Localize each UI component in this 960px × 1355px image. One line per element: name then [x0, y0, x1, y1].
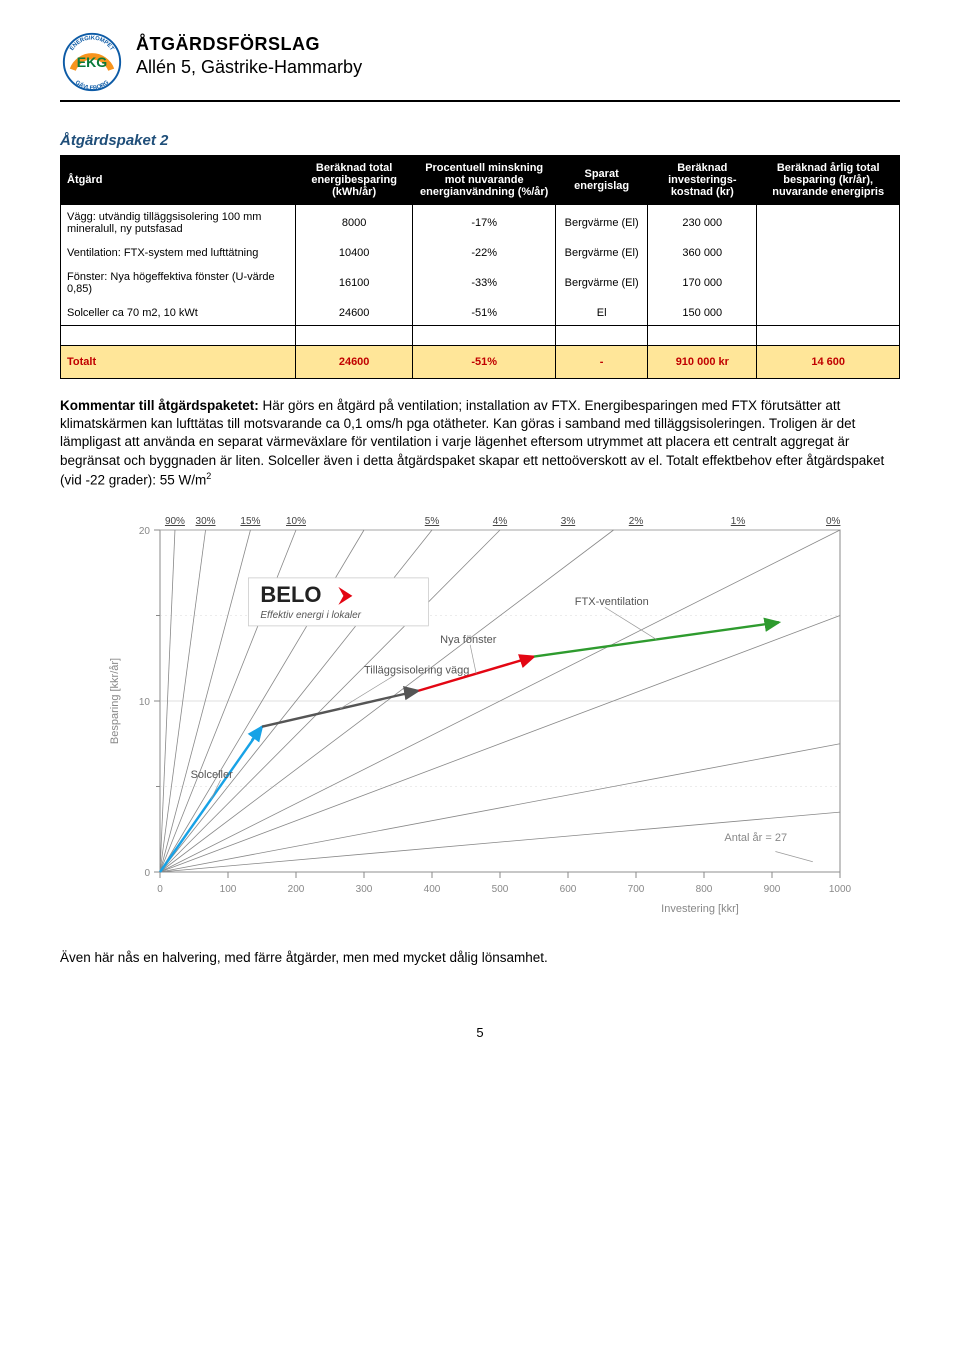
svg-text:600: 600: [560, 884, 577, 895]
svg-text:Investering [kkr]: Investering [kkr]: [661, 903, 739, 915]
section-title: Åtgärdspaket 2: [60, 132, 900, 149]
belok-chart: 010200100200300400500600700800900100090%…: [100, 502, 860, 922]
doc-subtitle: Allén 5, Gästrike-Hammarby: [136, 57, 362, 78]
doc-title: ÅTGÄRDSFÖRSLAG: [136, 34, 362, 55]
svg-text:2%: 2%: [629, 516, 644, 527]
svg-text:0: 0: [157, 884, 163, 895]
svg-text:30%: 30%: [196, 516, 216, 527]
svg-text:20: 20: [139, 526, 151, 537]
col-atgard: Åtgärd: [61, 156, 296, 205]
page-header: ENERGIKOMPET GÄVLEBORG EKG ÅTGÄRDSFÖRSLA…: [60, 30, 900, 102]
svg-text:700: 700: [628, 884, 645, 895]
col-kwh: Beräknad total energibesparing (kWh/år): [295, 156, 412, 205]
col-energy: Sparat energislag: [555, 156, 647, 205]
table-row: Ventilation: FTX-system med lufttätning …: [61, 241, 900, 265]
col-cost: Beräknad investerings-kostnad (kr): [648, 156, 757, 205]
svg-text:0%: 0%: [826, 516, 841, 527]
svg-text:10%: 10%: [286, 516, 306, 527]
table-row: Vägg: utvändig tilläggsisolering 100 mm …: [61, 205, 900, 242]
svg-text:200: 200: [288, 884, 305, 895]
svg-text:Nya fönster: Nya fönster: [440, 633, 497, 645]
svg-text:Besparing [kkr/år]: Besparing [kkr/år]: [109, 657, 121, 743]
svg-text:15%: 15%: [240, 516, 260, 527]
svg-text:Tilläggsisolering vägg: Tilläggsisolering vägg: [364, 664, 469, 676]
col-pct: Procentuell minskning mot nuvarande ener…: [413, 156, 556, 205]
table-row: Fönster: Nya högeffektiva fönster (U-vär…: [61, 265, 900, 301]
logo-ekg: ENERGIKOMPET GÄVLEBORG EKG: [60, 30, 124, 94]
table-total-row: Totalt 24600 -51% - 910 000 kr 14 600: [61, 346, 900, 379]
closing-line: Även här nås en halvering, med färre åtg…: [60, 950, 900, 965]
svg-text:10: 10: [139, 697, 151, 708]
page-number: 5: [60, 1025, 900, 1040]
svg-text:1000: 1000: [829, 884, 852, 895]
svg-text:BELO: BELO: [260, 581, 321, 606]
svg-text:0: 0: [144, 868, 150, 879]
svg-text:900: 900: [764, 884, 781, 895]
svg-text:Solceller: Solceller: [191, 769, 234, 781]
svg-text:FTX-ventilation: FTX-ventilation: [575, 596, 649, 608]
measures-table: Åtgärd Beräknad total energibesparing (k…: [60, 155, 900, 379]
svg-text:EKG: EKG: [77, 54, 108, 70]
table-row: Solceller ca 70 m2, 10 kWt 24600 -51% El…: [61, 301, 900, 326]
svg-text:800: 800: [696, 884, 713, 895]
svg-text:3%: 3%: [561, 516, 576, 527]
svg-text:400: 400: [424, 884, 441, 895]
svg-text:90%: 90%: [165, 516, 185, 527]
svg-text:300: 300: [356, 884, 373, 895]
comment-paragraph: Kommentar till åtgärdspaketet: Här görs …: [60, 397, 900, 490]
svg-text:Antal år = 27: Antal år = 27: [724, 832, 787, 844]
svg-text:500: 500: [492, 884, 509, 895]
svg-text:100: 100: [220, 884, 237, 895]
svg-text:Effektiv energi i lokaler: Effektiv energi i lokaler: [260, 609, 361, 620]
comment-sup: 2: [206, 471, 211, 481]
table-spacer: [61, 326, 900, 346]
col-annual: Beräknad årlig total besparing (kr/år), …: [757, 156, 900, 205]
svg-text:5%: 5%: [425, 516, 440, 527]
svg-text:4%: 4%: [493, 516, 508, 527]
svg-text:1%: 1%: [731, 516, 746, 527]
comment-lead: Kommentar till åtgärdspaketet:: [60, 398, 259, 413]
